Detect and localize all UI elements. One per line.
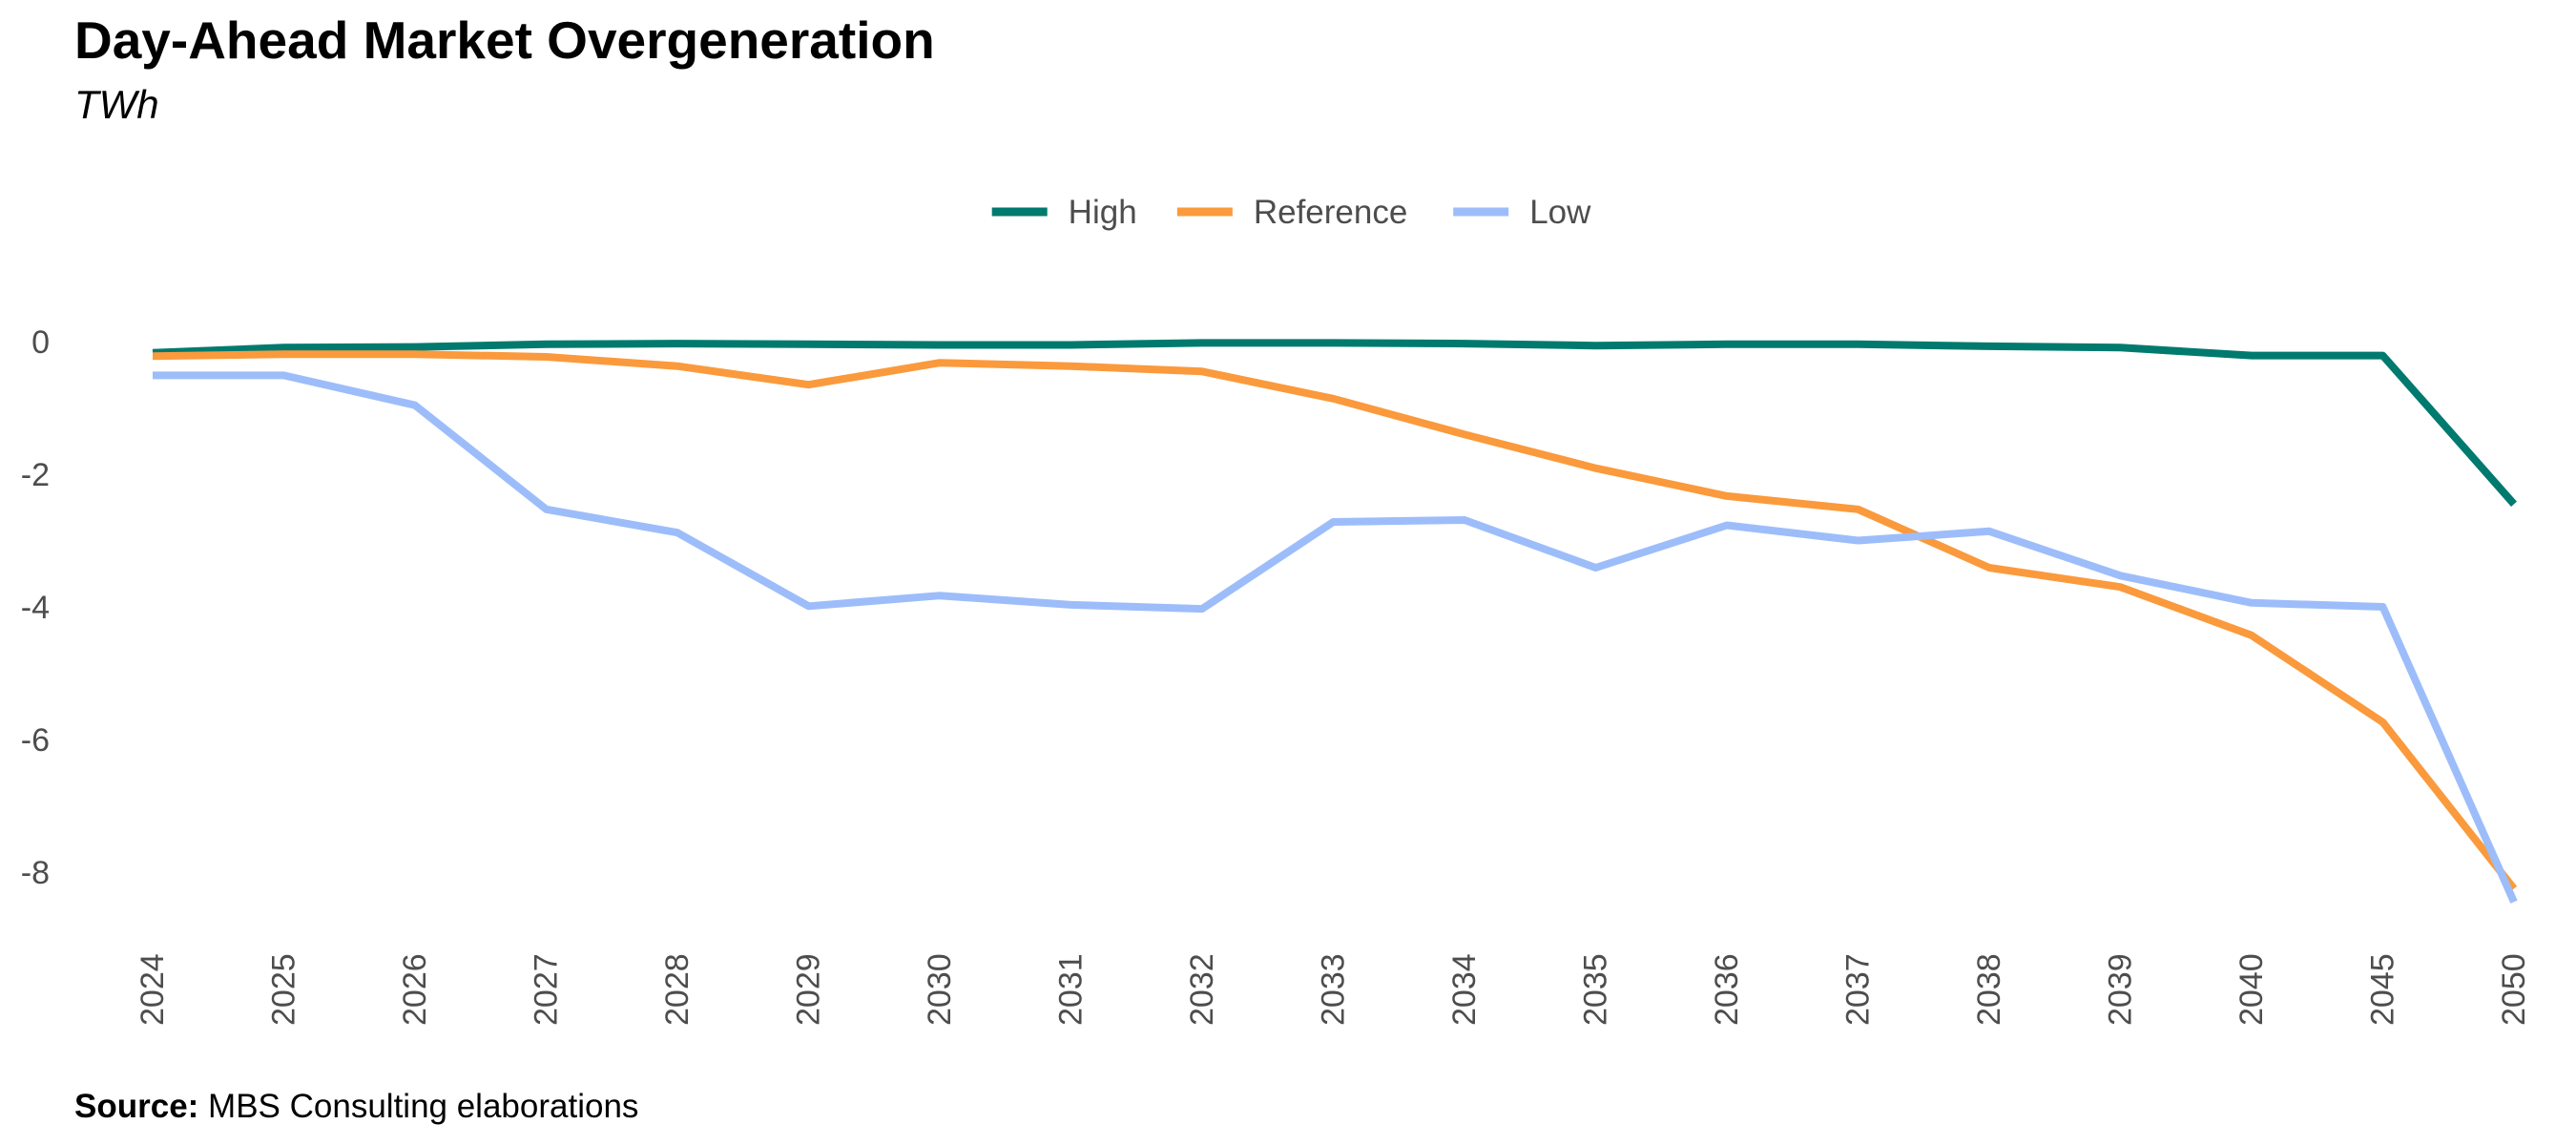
source-text: MBS Consulting elaborations xyxy=(208,1088,639,1125)
y-tick-label: -6 xyxy=(21,722,50,759)
x-tick-label: 2027 xyxy=(529,953,565,1026)
y-tick-label: -2 xyxy=(21,457,50,493)
source-note: Source: MBS Consulting elaborations xyxy=(74,1088,638,1126)
x-tick-label: 2039 xyxy=(2103,953,2139,1026)
legend-item-high: High xyxy=(991,194,1137,231)
x-tick-label: 2025 xyxy=(266,953,302,1026)
legend-item-low: Low xyxy=(1453,194,1591,231)
x-tick-label: 2035 xyxy=(1578,953,1614,1026)
y-tick-label: -8 xyxy=(21,855,50,891)
x-tick-label: 2026 xyxy=(397,953,433,1026)
series-line-reference xyxy=(152,350,2518,891)
chart-title: Day-Ahead Market Overgeneration xyxy=(74,10,935,70)
series-line-low xyxy=(153,371,2518,904)
source-label: Source: xyxy=(74,1088,199,1125)
x-tick-label: 2032 xyxy=(1184,953,1220,1026)
legend: High Reference Low xyxy=(991,194,1591,231)
legend-label: High xyxy=(1069,194,1137,231)
x-tick-label: 2034 xyxy=(1446,953,1483,1026)
x-tick-label: 2031 xyxy=(1053,953,1090,1026)
x-tick-label: 2045 xyxy=(2365,953,2401,1026)
chart-subtitle: TWh xyxy=(74,82,159,127)
legend-label: Low xyxy=(1529,194,1591,231)
x-tick-label: 2028 xyxy=(659,953,696,1026)
x-tick-label: 2024 xyxy=(135,953,171,1026)
x-tick-label: 2050 xyxy=(2496,953,2532,1026)
series-group xyxy=(152,339,2518,904)
x-tick-label: 2030 xyxy=(922,953,958,1026)
y-tick-label: -4 xyxy=(21,590,50,626)
legend-label: Reference xyxy=(1254,194,1407,231)
y-axis: 0 -2 -4 -6 -8 xyxy=(21,324,50,891)
x-tick-label: 2029 xyxy=(791,953,827,1026)
x-tick-label: 2033 xyxy=(1316,953,1352,1026)
y-tick-label: 0 xyxy=(31,324,50,361)
x-tick-label: 2036 xyxy=(1709,953,1745,1026)
x-tick-label: 2040 xyxy=(2233,953,2270,1026)
series-line-high xyxy=(152,339,2517,507)
x-axis: 2024 2025 2026 2027 2028 2029 2030 2031 2032 2033… xyxy=(135,953,2532,1026)
legend-item-reference: Reference xyxy=(1176,194,1407,231)
x-tick-label: 2038 xyxy=(1971,953,2007,1026)
x-tick-label: 2037 xyxy=(1840,953,1877,1026)
